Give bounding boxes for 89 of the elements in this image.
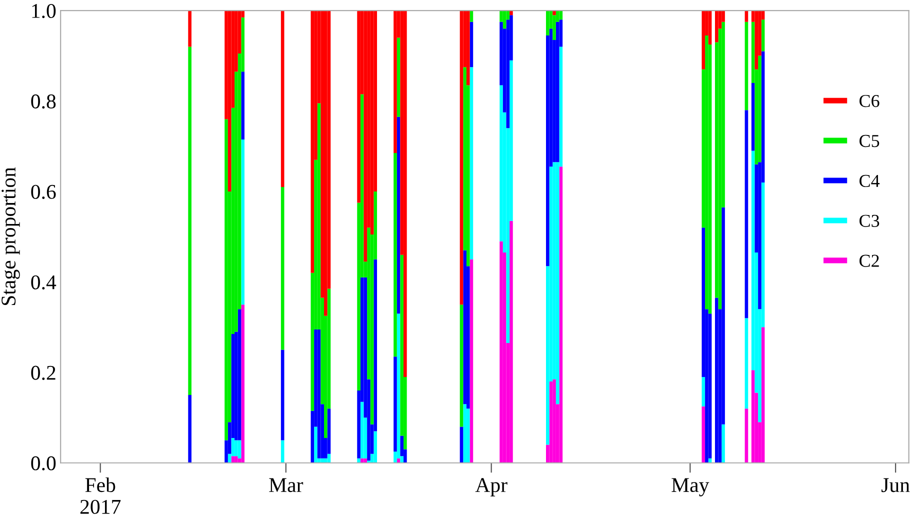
bar — [744, 22, 748, 110]
bar — [758, 56, 762, 162]
bar — [744, 408, 748, 463]
bar — [357, 458, 360, 463]
bar — [360, 402, 364, 458]
legend-label: C5 — [860, 134, 880, 148]
bar — [188, 46, 192, 396]
bar — [370, 10, 374, 234]
y-tick-label: 0.0 — [31, 456, 56, 470]
bar — [510, 10, 513, 16]
x-tick-label: Feb 2017 — [80, 477, 121, 514]
bar — [510, 220, 513, 463]
y-tick-label: 0.4 — [31, 275, 56, 290]
bar — [552, 379, 556, 463]
bar — [241, 139, 244, 305]
bar — [280, 10, 284, 187]
bar — [463, 404, 466, 463]
bar — [310, 10, 314, 273]
bar — [241, 72, 244, 140]
bar — [394, 356, 397, 452]
bar — [234, 440, 238, 456]
bar — [396, 38, 400, 117]
bar — [470, 259, 474, 463]
bar — [744, 110, 748, 318]
bar — [705, 35, 708, 310]
bar — [238, 440, 242, 458]
bar — [324, 10, 328, 316]
bar — [714, 10, 718, 42]
bar — [396, 314, 400, 458]
bar — [751, 370, 755, 463]
bar — [460, 10, 464, 305]
x-tick-label: Jun — [882, 478, 910, 492]
bar — [546, 10, 550, 36]
bar — [761, 20, 765, 52]
legend-label: C3 — [860, 214, 880, 227]
bar — [280, 350, 284, 440]
y-tick-label: 0.2 — [31, 366, 56, 380]
bar — [228, 10, 232, 192]
bar — [314, 426, 318, 463]
x-tick-label: Mar — [269, 478, 304, 492]
bar — [364, 10, 368, 262]
bar — [394, 10, 397, 154]
bar — [470, 67, 474, 260]
bar — [360, 458, 364, 463]
legend-label: C6 — [860, 94, 880, 108]
bar — [761, 327, 765, 463]
bar — [714, 298, 718, 463]
bar — [702, 10, 706, 70]
bar — [320, 458, 324, 463]
bar — [374, 431, 378, 463]
bar — [744, 318, 748, 409]
bar — [238, 309, 242, 440]
x-tick-label: May — [672, 478, 710, 496]
bar — [552, 10, 556, 16]
bar — [317, 329, 321, 458]
bar — [722, 424, 725, 463]
x-tick-label: Apr — [475, 478, 508, 496]
bar — [754, 10, 758, 70]
bar — [324, 458, 328, 463]
bar — [188, 395, 192, 463]
bar — [702, 376, 706, 406]
bar — [460, 426, 464, 463]
bar — [702, 406, 706, 463]
y-axis-title: Stage proportion — [2, 167, 20, 306]
bar — [234, 456, 238, 463]
bar — [751, 82, 755, 151]
y-tick-label: 1.0 — [32, 4, 56, 18]
bar — [556, 22, 560, 162]
bar — [394, 153, 397, 357]
bar — [224, 119, 228, 440]
y-tick-label: 0.6 — [31, 184, 56, 200]
bar — [357, 10, 360, 203]
bar — [549, 381, 553, 463]
bar — [559, 166, 563, 463]
bar — [396, 116, 400, 314]
bar — [404, 10, 407, 377]
legend-label: C4 — [860, 174, 880, 188]
bar — [241, 304, 244, 463]
legend-label: C2 — [860, 254, 879, 267]
bar — [500, 241, 503, 463]
y-tick-label: 0.8 — [31, 94, 56, 109]
bar — [188, 10, 192, 47]
bar — [463, 250, 466, 404]
bar — [460, 304, 464, 427]
bar — [280, 186, 284, 350]
bar — [470, 22, 474, 68]
bar — [552, 15, 556, 40]
bar — [231, 456, 235, 463]
bar — [466, 10, 470, 86]
